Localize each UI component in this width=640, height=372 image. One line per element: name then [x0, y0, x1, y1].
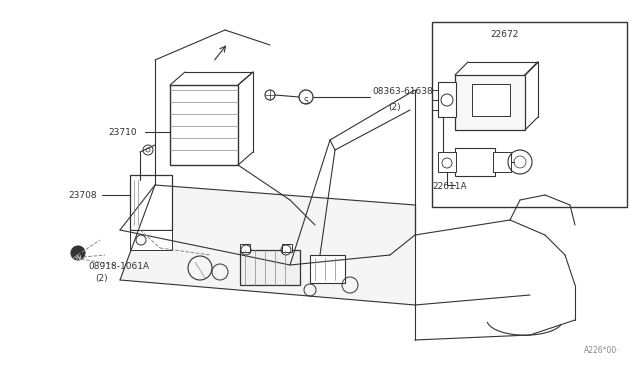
- Text: N: N: [76, 255, 81, 261]
- Text: 23708: 23708: [68, 190, 97, 199]
- Text: A226*00·: A226*00·: [584, 346, 620, 355]
- Text: 23710: 23710: [108, 128, 136, 137]
- Bar: [438, 152, 456, 172]
- Bar: [310, 255, 345, 283]
- Bar: [493, 152, 511, 172]
- Text: 08363-61638: 08363-61638: [372, 87, 433, 96]
- Circle shape: [71, 246, 85, 260]
- Bar: [455, 75, 525, 130]
- Polygon shape: [120, 185, 415, 305]
- Bar: [432, 22, 627, 207]
- Text: (2): (2): [95, 274, 108, 283]
- Bar: [240, 244, 250, 252]
- Text: (2): (2): [388, 103, 401, 112]
- Bar: [130, 230, 172, 250]
- Text: 22672: 22672: [490, 30, 518, 39]
- Bar: [170, 85, 238, 165]
- Bar: [130, 175, 172, 230]
- Text: S: S: [303, 96, 308, 106]
- Bar: [455, 148, 495, 176]
- Text: 22611A: 22611A: [432, 182, 467, 191]
- Bar: [240, 250, 300, 285]
- Bar: [438, 82, 456, 117]
- Bar: [472, 84, 510, 116]
- Text: 08918-1061A: 08918-1061A: [88, 262, 149, 271]
- Bar: [282, 244, 292, 252]
